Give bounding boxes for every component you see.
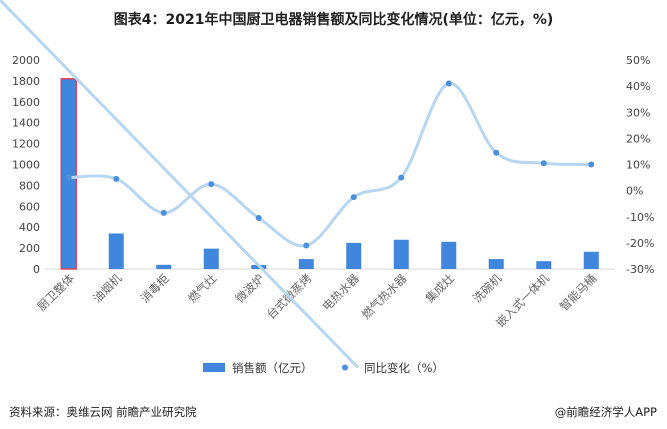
left-tick-label: 800 <box>19 179 40 192</box>
source-note: 资料来源：奥维云网 前瞻产业研究院 <box>9 405 197 419</box>
bar <box>156 264 172 269</box>
left-axis: 0 200 400 600 800 1000 1200 1400 1600 1800 2000 <box>12 54 615 276</box>
bar <box>488 259 504 269</box>
left-tick-label: 400 <box>19 221 40 234</box>
category-label: 微波炉 <box>233 271 267 305</box>
line-point <box>588 161 595 168</box>
legend-line-marker <box>342 364 348 371</box>
right-tick-label: -10% <box>626 211 654 224</box>
category-label: 洗碗机 <box>470 271 505 306</box>
line-point <box>65 174 72 181</box>
line-point <box>350 194 357 201</box>
bar <box>393 239 409 269</box>
line-point <box>493 149 500 156</box>
bar <box>346 242 362 269</box>
right-tick-label: -30% <box>626 263 654 276</box>
left-tick-label: 1000 <box>12 159 40 172</box>
line-point <box>303 242 310 249</box>
category-label: 消毒柜 <box>138 271 172 305</box>
right-tick-label: -20% <box>626 237 654 250</box>
bar <box>108 233 124 269</box>
bar <box>60 78 77 270</box>
category-label: 电热水器 <box>319 271 362 314</box>
credit-note: @前瞻经济学人APP <box>554 405 657 419</box>
left-tick-label: 600 <box>19 200 40 213</box>
category-label: 燃气热水器 <box>359 271 410 322</box>
line-series <box>65 80 595 249</box>
category-labels: 厨卫整体油烟机消毒柜燃气灶微波炉台式微蒸烤电热水器燃气热水器集成灶洗碗机嵌入式一… <box>34 271 599 330</box>
bar <box>583 251 599 269</box>
line-point <box>113 175 120 182</box>
right-tick-label: 30% <box>626 106 650 119</box>
right-tick-label: 10% <box>626 159 650 172</box>
right-tick-label: 40% <box>626 80 650 93</box>
category-label: 油烟机 <box>90 271 125 306</box>
line-point <box>540 160 547 167</box>
right-tick-label: 20% <box>626 132 650 145</box>
line-point <box>160 209 167 216</box>
category-label: 集成灶 <box>423 271 458 306</box>
line-point <box>445 80 452 87</box>
bar <box>441 241 457 269</box>
chart-title: 图表4：2021年中国厨卫电器销售额及同比变化情况(单位：亿元，%) <box>113 12 554 28</box>
legend-bar-swatch <box>203 363 225 372</box>
left-tick-label: 1600 <box>12 96 40 109</box>
left-tick-label: 1400 <box>12 117 40 130</box>
line-point <box>398 174 405 181</box>
category-label: 燃气灶 <box>185 271 220 306</box>
right-tick-label: 0% <box>626 185 643 198</box>
bar <box>203 248 219 269</box>
left-tick-label: 0 <box>33 263 40 276</box>
left-tick-label: 1200 <box>12 138 40 151</box>
legend-line-label: 同比变化（%） <box>364 361 444 375</box>
bar-series <box>60 78 599 270</box>
line-point <box>255 215 262 222</box>
line-path <box>68 82 592 248</box>
legend: 销售额（亿元） 同比变化（%） <box>0 0 444 375</box>
left-tick-label: 2000 <box>12 54 40 67</box>
bar <box>298 259 314 269</box>
line-point <box>208 181 215 188</box>
category-label: 智能马桶 <box>557 271 599 313</box>
right-tick-label: 50% <box>626 54 650 67</box>
left-tick-label: 200 <box>19 242 40 255</box>
legend-bar-label: 销售额（亿元） <box>232 361 313 375</box>
category-label: 厨卫整体 <box>34 271 77 314</box>
right-axis: -30% -20% -10% 0% 10% 20% 30% 40% 50% <box>626 54 654 276</box>
bar <box>536 261 552 269</box>
legend-line-swatch <box>0 0 360 369</box>
left-tick-label: 1800 <box>12 75 40 88</box>
